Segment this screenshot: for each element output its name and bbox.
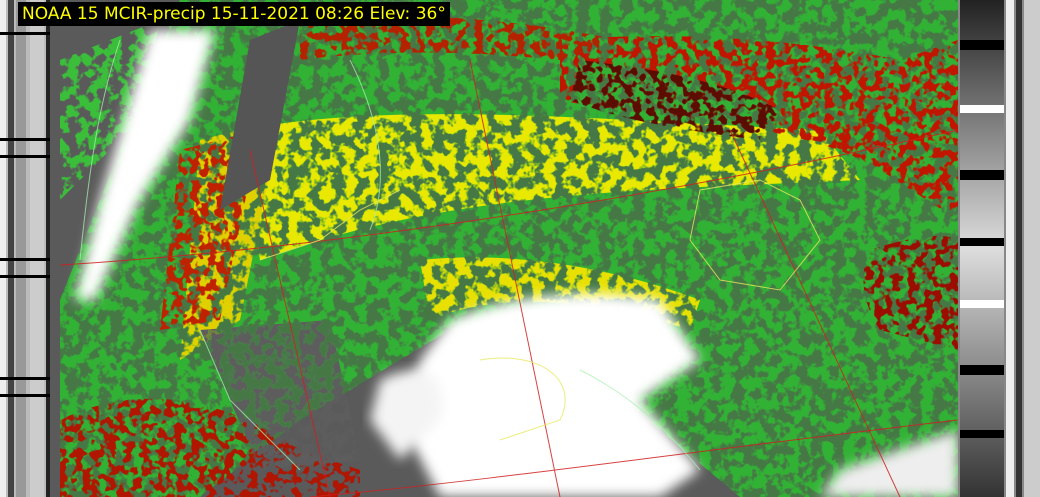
image-area: [50, 0, 959, 497]
right-telemetry: [958, 0, 1040, 497]
left-telemetry: [0, 0, 50, 497]
image-caption: NOAA 15 MCIR-precip 15-11-2021 08:26 Ele…: [18, 2, 450, 26]
